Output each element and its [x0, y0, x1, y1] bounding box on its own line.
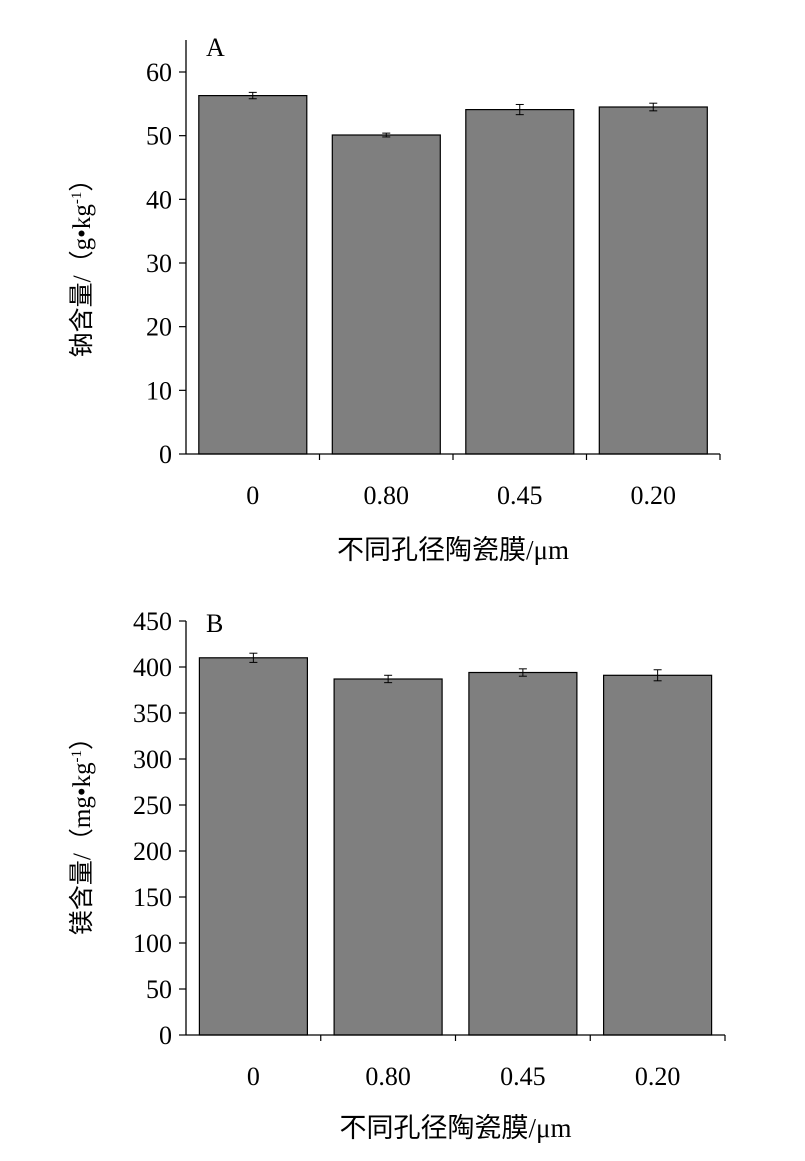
y-axis-label-superscript: -1	[69, 192, 85, 205]
y-axis-label-end: ）	[68, 725, 96, 750]
y-tick-label: 60	[146, 58, 172, 87]
bar-0	[198, 94, 308, 455]
y-tick-label: 450	[133, 607, 172, 636]
y-tick-label: 100	[133, 929, 172, 958]
panel-label: B	[206, 609, 223, 638]
bar-0.80	[331, 134, 441, 455]
x-tick-label: 0.20	[635, 1062, 681, 1091]
chart-panel-a: 0 0.80 0.45 0.20 0 10 20 30 40 50 60 A 不同孔径陶瓷膜/μm 钠含量…	[68, 33, 721, 565]
bar-0.45	[468, 671, 578, 1036]
y-tick-label: 200	[133, 837, 172, 866]
y-tick-label: 150	[133, 883, 172, 912]
y-tick-label: 250	[133, 791, 172, 820]
panel-label: A	[206, 33, 225, 62]
y-tick-label: 0	[159, 1021, 172, 1050]
y-axis-label-main: 镁含量/（mg•kg	[68, 762, 96, 935]
error-bar-0.80	[382, 132, 391, 138]
y-axis-label-main: 钠含量/（g•kg	[68, 204, 96, 358]
error-bar-0.45	[515, 103, 524, 116]
y-tick-label: 0	[159, 440, 172, 469]
y-tick-label: 400	[133, 653, 172, 682]
x-tick-label: 0.20	[631, 481, 677, 510]
bar-0.45	[465, 108, 575, 455]
error-bar-0.20	[653, 669, 662, 682]
error-bar-0.80	[384, 674, 393, 684]
x-tick-label: 0	[247, 1062, 260, 1091]
y-axis-label-end: ）	[68, 167, 96, 192]
bar-0.80	[333, 678, 443, 1036]
x-tick-label: 0.45	[497, 481, 543, 510]
x-tick-label: 0.80	[365, 1062, 411, 1091]
bar-0	[198, 657, 308, 1036]
x-axis-label: 不同孔径陶瓷膜/μm	[340, 1113, 572, 1143]
y-tick-label: 50	[146, 122, 172, 151]
x-axis-label: 不同孔径陶瓷膜/μm	[337, 535, 569, 565]
y-axis-label: 钠含量/（g•kg-1）	[68, 167, 96, 358]
y-tick-label: 20	[146, 313, 172, 342]
y-tick-label: 300	[133, 745, 172, 774]
x-tick-label: 0.45	[500, 1062, 546, 1091]
y-tick-label: 10	[146, 376, 172, 405]
error-bar-0	[248, 91, 257, 100]
x-tick-label: 0	[246, 481, 259, 510]
y-tick-label: 30	[146, 249, 172, 278]
error-bar-0	[249, 652, 258, 663]
y-tick-label: 350	[133, 699, 172, 728]
chart-panel-b: 0 0.80 0.45 0.20 0 50 100 150 200 250 300 350 400 450…	[68, 607, 726, 1143]
y-axis-label: 镁含量/（mg•kg-1）	[68, 725, 96, 935]
bar-0.20	[602, 674, 713, 1036]
error-bar-0.45	[518, 668, 527, 677]
y-axis-label-superscript: -1	[69, 750, 85, 763]
bar-0.20	[598, 106, 708, 455]
y-tick-label: 40	[146, 185, 172, 214]
y-tick-label: 50	[146, 975, 172, 1004]
error-bar-0.20	[649, 102, 658, 112]
x-tick-label: 0.80	[364, 481, 410, 510]
